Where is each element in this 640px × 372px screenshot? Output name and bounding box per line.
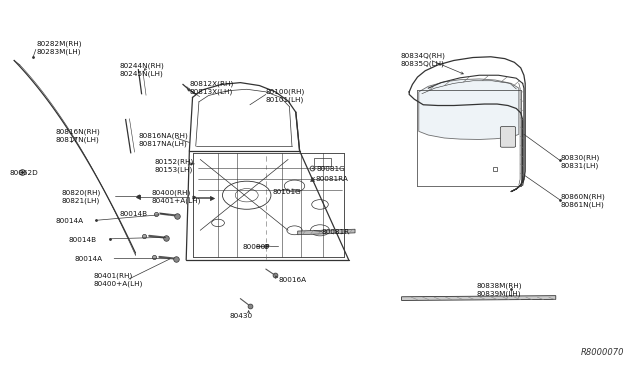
Text: 80016A: 80016A <box>278 277 307 283</box>
FancyBboxPatch shape <box>500 126 516 147</box>
Text: 80430: 80430 <box>230 313 253 319</box>
Text: 80062D: 80062D <box>9 170 38 176</box>
Text: 80401(RH)
80400+A(LH): 80401(RH) 80400+A(LH) <box>94 273 143 287</box>
Text: 80081RA: 80081RA <box>316 176 348 182</box>
Text: 80816NA(RH)
80817NA(LH): 80816NA(RH) 80817NA(LH) <box>138 132 188 147</box>
Bar <box>314 158 332 166</box>
Text: 80400(RH)
80401+A(LH): 80400(RH) 80401+A(LH) <box>151 190 200 204</box>
Polygon shape <box>298 229 355 235</box>
Text: 80838M(RH)
80839M(LH): 80838M(RH) 80839M(LH) <box>476 283 522 297</box>
Text: 80282M(RH)
80283M(LH): 80282M(RH) 80283M(LH) <box>36 40 82 55</box>
Text: 80014A: 80014A <box>75 256 103 262</box>
Text: 80014B: 80014B <box>119 211 147 217</box>
Text: 80100(RH)
80101(LH): 80100(RH) 80101(LH) <box>266 88 305 103</box>
Text: 80080P: 80080P <box>243 244 269 250</box>
Text: 80834Q(RH)
80835Q(LH): 80834Q(RH) 80835Q(LH) <box>401 52 446 67</box>
Text: 80081R: 80081R <box>322 229 350 235</box>
Text: 80152(RH)
80153(LH): 80152(RH) 80153(LH) <box>154 158 193 173</box>
Text: 80101G: 80101G <box>272 189 301 195</box>
Text: 80014A: 80014A <box>56 218 84 224</box>
Text: 80816N(RH)
80817N(LH): 80816N(RH) 80817N(LH) <box>56 129 100 143</box>
Text: 80812X(RH)
80813X(LH): 80812X(RH) 80813X(LH) <box>189 81 234 95</box>
Text: 80860N(RH)
80861N(LH): 80860N(RH) 80861N(LH) <box>561 193 605 208</box>
Polygon shape <box>419 79 519 140</box>
Text: 80014B: 80014B <box>68 237 97 243</box>
Text: 80081G: 80081G <box>317 166 346 172</box>
Polygon shape <box>401 296 556 301</box>
Text: 80820(RH)
80821(LH): 80820(RH) 80821(LH) <box>62 190 101 204</box>
Text: 80244N(RH)
80245N(LH): 80244N(RH) 80245N(LH) <box>119 62 164 77</box>
Text: R8000070: R8000070 <box>581 347 625 357</box>
Text: 80830(RH)
80831(LH): 80830(RH) 80831(LH) <box>561 155 600 169</box>
